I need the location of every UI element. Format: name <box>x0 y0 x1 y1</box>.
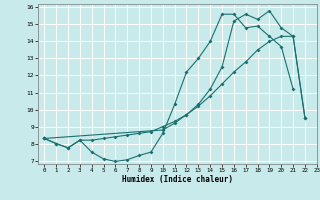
X-axis label: Humidex (Indice chaleur): Humidex (Indice chaleur) <box>122 175 233 184</box>
